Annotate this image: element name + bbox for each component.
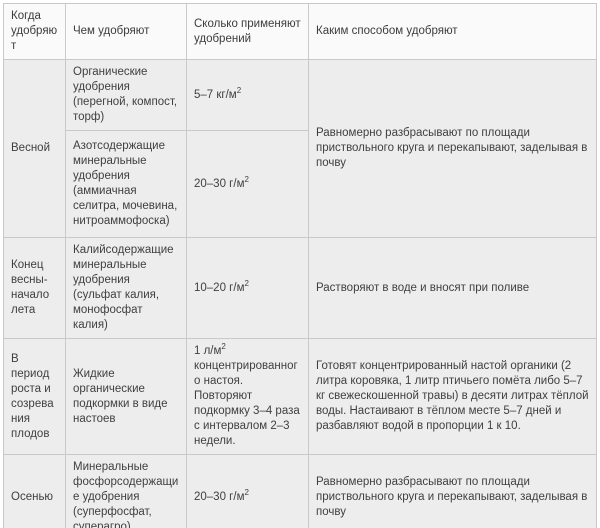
amount-post: концентрированного настоя. Повторяют под… (194, 360, 300, 447)
col-header-method: Каким способом удобряют (308, 3, 597, 60)
cell-amount: 20–30 г/м2 (186, 130, 309, 238)
cell-when: Весной (3, 59, 66, 238)
amount-sup: 2 (236, 85, 242, 95)
amount-text: 5–7 кг/м (194, 88, 237, 101)
amount-sup: 2 (244, 174, 249, 184)
cell-when: Конец весны-начало лета (3, 237, 66, 339)
col-header-what: Чем удобряют (65, 3, 187, 60)
table-row-growth-period: В период роста и созревания плодов Жидки… (3, 338, 597, 455)
amount-sup: 2 (221, 342, 226, 352)
table-row-late-spring: Конец весны-начало лета Калийсодержащие … (3, 237, 597, 339)
amount-text: 1 л/м (194, 345, 222, 357)
col-header-when: Когда удобряют (3, 3, 66, 60)
cell-what: Калийсодержащие минеральные удобрения (с… (65, 237, 187, 339)
amount-text: 20–30 г/м (194, 491, 245, 503)
cell-amount: 1 л/м2 концентрированного настоя. Повтор… (186, 338, 309, 455)
cell-what: Органические удобрения (перегной, компос… (65, 59, 187, 131)
header-row: Когда удобряют Чем удобряют Сколько прим… (3, 3, 597, 60)
cell-when: Осенью (3, 454, 66, 528)
cell-method: Растворяют в воде и вносят при поливе (308, 237, 597, 339)
cell-when: В период роста и созревания плодов (3, 338, 66, 455)
cell-amount: 20–30 г/м2 (186, 454, 309, 528)
cell-amount: 10–20 г/м2 (186, 237, 309, 339)
cell-method: Равномерно разбрасывают по площади прист… (308, 59, 597, 238)
amount-text: 20–30 г/м (194, 177, 245, 190)
fertilizer-table: Когда удобряют Чем удобряют Сколько прим… (3, 3, 597, 528)
cell-what: Жидкие органические подкормки в виде нас… (65, 338, 187, 455)
table-row-spring-organic: Весной Органические удобрения (перегной,… (3, 59, 597, 238)
amount-sup: 2 (244, 278, 249, 288)
amount-sup: 2 (244, 488, 249, 498)
cell-amount: 5–7 кг/м2 (186, 59, 309, 131)
cell-what: Азотсодержащие минеральные удобрения (ам… (65, 130, 187, 238)
cell-method: Готовят концентрированный настой органик… (308, 338, 597, 455)
table-row-autumn: Осенью Минеральные фосфорсодержащие удоб… (3, 454, 597, 528)
amount-text: 10–20 г/м (194, 281, 245, 294)
table-row-spring-nitrogen: Азотсодержащие минеральные удобрения (ам… (4, 130, 597, 238)
cell-what: Минеральные фосфорсодержащие удобрения (… (65, 454, 187, 528)
cell-method: Равномерно разбрасывают по площади прист… (308, 454, 597, 528)
col-header-amount: Сколько применяют удобрений (186, 3, 309, 60)
